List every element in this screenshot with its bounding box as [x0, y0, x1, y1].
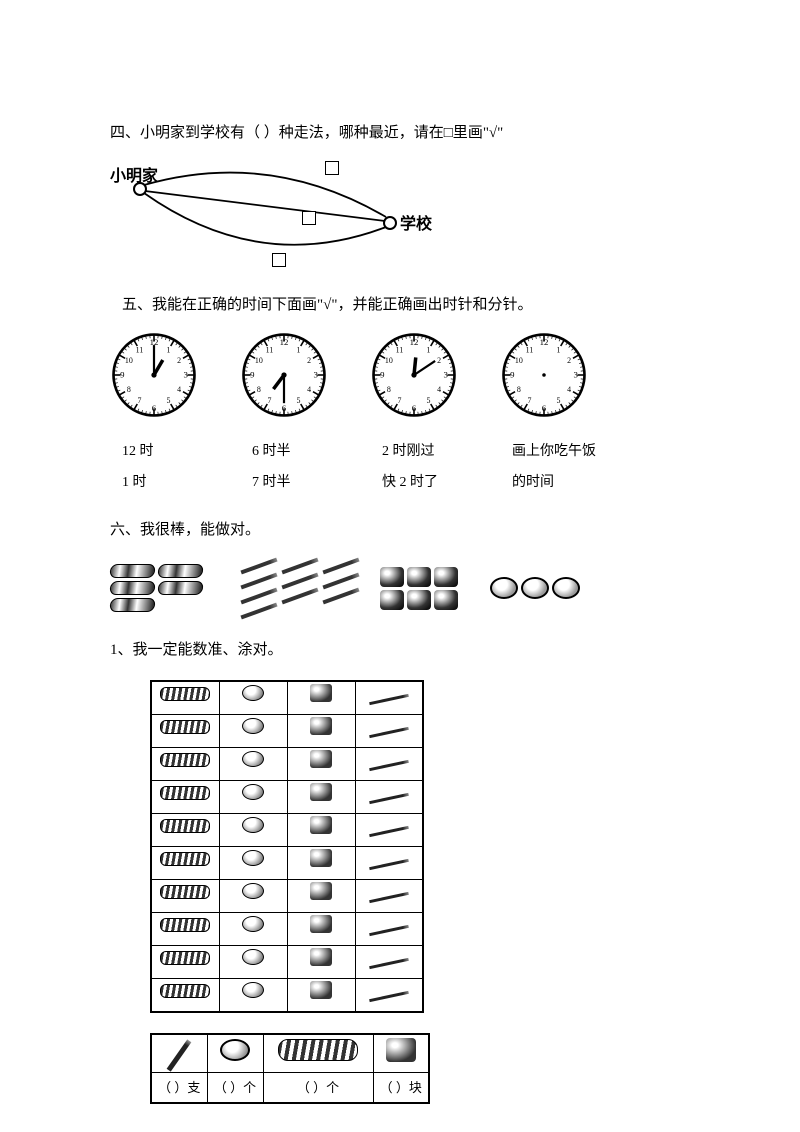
svg-text:1: 1	[297, 345, 301, 354]
svg-text:2: 2	[177, 356, 181, 365]
svg-text:8: 8	[387, 385, 391, 394]
q4-title: 四、小明家到学校有（ ）种走法，哪种最近，请在□里画"√"	[110, 120, 700, 147]
svg-text:2: 2	[307, 356, 311, 365]
svg-text:7: 7	[398, 396, 402, 405]
svg-text:9: 9	[250, 370, 255, 380]
q6-title: 六、我很棒，能做对。	[110, 517, 700, 544]
svg-text:6: 6	[542, 403, 547, 413]
answer-pencil-blank[interactable]: （ ）支	[151, 1072, 207, 1103]
svg-text:1: 1	[557, 345, 561, 354]
table-row	[151, 747, 423, 780]
clock-label-3: 2 时刚过快 2 时了	[382, 437, 470, 499]
svg-text:7: 7	[268, 396, 272, 405]
svg-text:6: 6	[282, 403, 287, 413]
path-checkbox-bottom[interactable]	[272, 253, 286, 267]
svg-text:5: 5	[557, 396, 561, 405]
svg-text:12: 12	[280, 337, 289, 347]
table-row	[151, 912, 423, 945]
q6-sub1: 1、我一定能数准、涂对。	[110, 637, 700, 664]
svg-text:4: 4	[567, 385, 571, 394]
svg-text:2: 2	[567, 356, 571, 365]
clock-label-1: 12 时1 时	[122, 437, 210, 499]
table-row	[151, 780, 423, 813]
svg-text:3: 3	[183, 370, 188, 380]
answer-pencase-blank[interactable]: （ ）个	[263, 1072, 373, 1103]
svg-text:7: 7	[138, 396, 142, 405]
svg-text:9: 9	[380, 370, 385, 380]
svg-text:8: 8	[127, 385, 131, 394]
clock-4: 123691245781011	[500, 331, 588, 429]
pencases-group	[110, 564, 220, 612]
svg-text:11: 11	[396, 345, 404, 354]
svg-text:11: 11	[136, 345, 144, 354]
clock-3: 123691245781011	[370, 331, 458, 429]
svg-text:4: 4	[177, 385, 181, 394]
svg-text:6: 6	[152, 403, 157, 413]
svg-text:9: 9	[120, 370, 125, 380]
svg-text:6: 6	[412, 403, 417, 413]
clock-1: 123691245781011	[110, 331, 198, 429]
svg-text:10: 10	[255, 356, 263, 365]
clock-labels: 12 时1 时 6 时半7 时半 2 时刚过快 2 时了 画上你吃午饭的时间	[122, 437, 700, 499]
svg-text:11: 11	[266, 345, 274, 354]
svg-text:5: 5	[427, 396, 431, 405]
svg-text:5: 5	[297, 396, 301, 405]
table-row	[151, 681, 423, 715]
table-row	[151, 846, 423, 879]
table-row	[151, 879, 423, 912]
svg-text:5: 5	[167, 396, 171, 405]
svg-text:12: 12	[410, 337, 419, 347]
table-row	[151, 714, 423, 747]
path-checkbox-mid[interactable]	[302, 211, 316, 225]
answer-pencil-icon	[151, 1034, 207, 1073]
svg-text:1: 1	[427, 345, 431, 354]
svg-text:1: 1	[167, 345, 171, 354]
answer-eraser-icon	[207, 1034, 263, 1073]
table-row	[151, 813, 423, 846]
svg-text:10: 10	[385, 356, 393, 365]
map-diagram: 小明家 学校	[110, 157, 455, 272]
path-checkbox-top[interactable]	[325, 161, 339, 175]
sharpeners-group	[380, 567, 470, 610]
svg-text:10: 10	[125, 356, 133, 365]
svg-text:10: 10	[515, 356, 523, 365]
table-row	[151, 945, 423, 978]
answer-eraser-blank[interactable]: （ ）个	[207, 1072, 263, 1103]
question-5: 五、我能在正确的时间下面画"√"，并能正确画出时针和分针。 1236912457…	[110, 292, 700, 499]
home-label: 小明家	[110, 163, 158, 192]
clock-label-4: 画上你吃午饭的时间	[512, 437, 600, 499]
erasers-group	[490, 577, 590, 599]
items-row	[110, 560, 700, 617]
svg-text:2: 2	[437, 356, 441, 365]
clock-label-2: 6 时半7 时半	[252, 437, 340, 499]
answer-sharpener-icon	[373, 1034, 429, 1073]
answer-pencase-icon	[263, 1034, 373, 1073]
svg-text:3: 3	[313, 370, 318, 380]
school-label: 学校	[400, 211, 432, 240]
svg-text:8: 8	[517, 385, 521, 394]
svg-text:3: 3	[443, 370, 448, 380]
table-row	[151, 978, 423, 1012]
svg-text:11: 11	[526, 345, 534, 354]
q5-title: 五、我能在正确的时间下面画"√"，并能正确画出时针和分针。	[122, 292, 700, 319]
answer-table: （ ）支 （ ）个 （ ）个 （ ）块	[150, 1033, 430, 1105]
svg-text:8: 8	[257, 385, 261, 394]
pencils-group	[240, 560, 360, 617]
svg-text:3: 3	[573, 370, 578, 380]
svg-text:7: 7	[528, 396, 532, 405]
svg-text:9: 9	[510, 370, 515, 380]
question-6: 六、我很棒，能做对。 1、我一定能数准、涂对。 （ ）支 （ ）个	[110, 517, 700, 1105]
svg-text:4: 4	[437, 385, 441, 394]
svg-text:12: 12	[540, 337, 549, 347]
pictograph-table	[150, 680, 424, 1013]
question-4: 四、小明家到学校有（ ）种走法，哪种最近，请在□里画"√" 小明家 学校	[110, 120, 700, 272]
svg-text:4: 4	[307, 385, 311, 394]
answer-sharpener-blank[interactable]: （ ）块	[373, 1072, 429, 1103]
clock-2: 123691245781011	[240, 331, 328, 429]
clocks-row: 123691245781011 123691245781011 12369124…	[110, 331, 700, 429]
